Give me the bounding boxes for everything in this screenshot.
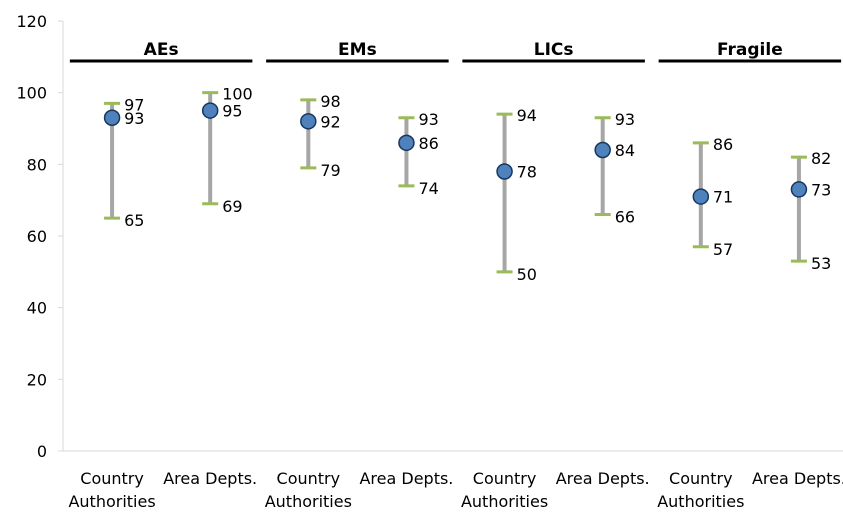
low-value-label: 65 bbox=[124, 211, 144, 230]
high-value-label: 86 bbox=[713, 135, 733, 154]
y-tick-label: 120 bbox=[16, 12, 47, 31]
x-category-label: Area Depts. bbox=[752, 469, 843, 488]
x-category-label: Country bbox=[80, 469, 144, 488]
x-category-label: Country bbox=[277, 469, 341, 488]
mid-point-marker bbox=[398, 134, 415, 152]
x-category-label: Area Depts. bbox=[163, 469, 257, 488]
x-category-label: Authorities bbox=[68, 492, 155, 511]
y-tick-label: 100 bbox=[16, 84, 47, 103]
x-category-label: Authorities bbox=[657, 492, 744, 511]
y-tick-label: 80 bbox=[27, 155, 47, 174]
high-value-label: 93 bbox=[418, 110, 438, 129]
high-value-label: 94 bbox=[517, 106, 537, 125]
high-value-label: 93 bbox=[615, 110, 635, 129]
y-tick-label: 60 bbox=[27, 227, 47, 246]
x-category-label: Authorities bbox=[461, 492, 548, 511]
group-title: EMs bbox=[338, 40, 377, 60]
group-header-layer: AEs EMs LICs Fragile bbox=[69, 40, 842, 63]
mid-value-label: 78 bbox=[517, 163, 537, 182]
x-category-label: Country bbox=[669, 469, 733, 488]
mid-point-marker bbox=[201, 102, 219, 119]
low-value-label: 57 bbox=[713, 240, 733, 259]
high-value-label: 82 bbox=[811, 149, 831, 168]
y-tick-label: 40 bbox=[27, 299, 47, 318]
category-label-layer: Country Authorities Area Depts. Country Auth… bbox=[68, 469, 843, 511]
mid-value-label: 86 bbox=[418, 134, 438, 153]
axis-layer: 0 20 40 60 80 100 120 bbox=[16, 12, 843, 461]
mid-point-marker bbox=[103, 109, 121, 126]
mid-value-label: 95 bbox=[222, 102, 242, 121]
y-tick-label: 20 bbox=[27, 370, 47, 389]
group-title: AEs bbox=[144, 40, 179, 60]
low-value-label: 66 bbox=[615, 208, 635, 227]
mid-value-label: 73 bbox=[811, 180, 831, 199]
mid-value-label: 92 bbox=[320, 112, 340, 131]
x-category-label: Area Depts. bbox=[556, 469, 650, 488]
group-title: Fragile bbox=[717, 40, 783, 60]
low-value-label: 69 bbox=[222, 197, 242, 216]
high-value-label: 100 bbox=[222, 85, 253, 104]
low-value-label: 50 bbox=[517, 265, 537, 284]
low-value-label: 74 bbox=[418, 179, 438, 198]
high-value-label: 97 bbox=[124, 95, 144, 114]
x-category-label: Authorities bbox=[265, 492, 352, 511]
mid-point-marker bbox=[300, 113, 317, 130]
mid-point-marker bbox=[496, 163, 513, 180]
plot-layer: 9793651009569989279938674947850938466867… bbox=[103, 85, 831, 284]
x-category-label: Area Depts. bbox=[359, 469, 453, 488]
low-value-label: 53 bbox=[811, 254, 831, 273]
mid-value-label: 71 bbox=[713, 188, 733, 207]
mid-point-marker bbox=[594, 141, 611, 159]
mid-point-marker bbox=[692, 188, 710, 205]
x-category-label: Country bbox=[473, 469, 537, 488]
y-tick-label: 0 bbox=[37, 442, 47, 461]
mid-point-marker bbox=[790, 181, 808, 198]
low-value-label: 79 bbox=[320, 161, 340, 180]
mid-value-label: 93 bbox=[124, 109, 144, 128]
group-title: LICs bbox=[534, 40, 574, 60]
high-value-label: 98 bbox=[320, 92, 340, 111]
mid-value-label: 84 bbox=[615, 141, 635, 160]
